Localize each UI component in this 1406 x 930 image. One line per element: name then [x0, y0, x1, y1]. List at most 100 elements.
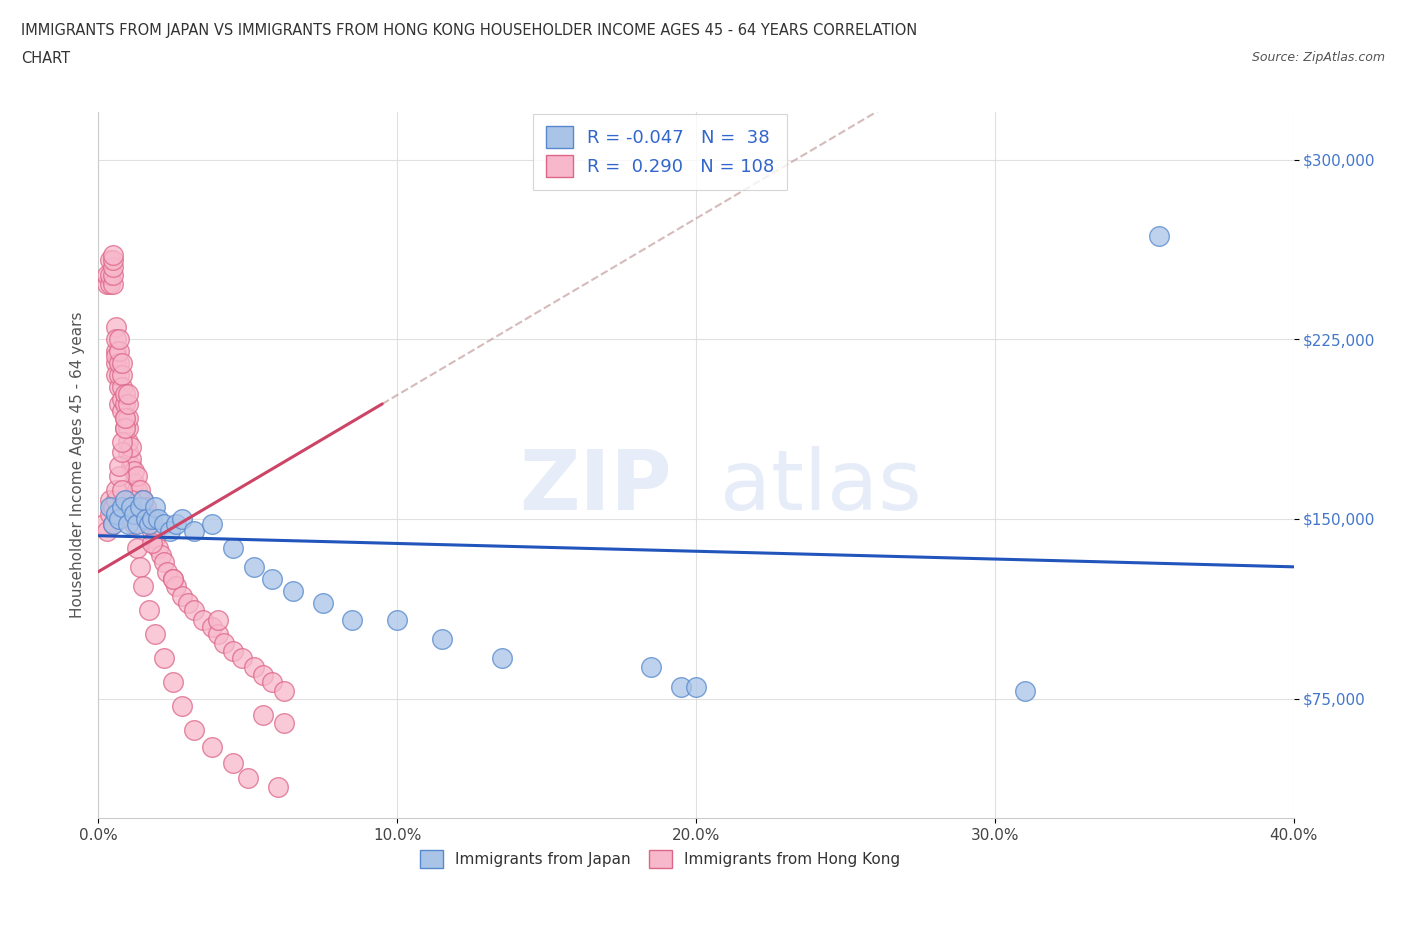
Point: [129, 492, 152, 507]
Text: Source: ZipAtlas.com: Source: ZipAtlas.com: [1251, 51, 1385, 64]
Point: [267, 780, 290, 795]
Point: [141, 536, 163, 551]
Point: [105, 483, 128, 498]
Point: [172, 588, 194, 603]
Point: [120, 440, 142, 455]
Point: [150, 548, 173, 563]
Point: [148, 512, 170, 526]
Point: [96, 524, 118, 538]
Point: [117, 516, 139, 531]
Point: [260, 674, 283, 689]
Point: [191, 612, 214, 627]
Point: [127, 540, 149, 555]
Point: [153, 650, 176, 665]
Point: [141, 512, 163, 526]
Point: [385, 612, 409, 627]
Point: [127, 516, 149, 531]
Point: [124, 475, 146, 490]
Point: [153, 516, 176, 531]
Point: [129, 499, 152, 514]
Point: [342, 612, 364, 627]
Point: [222, 644, 245, 658]
Point: [165, 578, 187, 593]
Text: ZIP: ZIP: [520, 445, 672, 526]
Point: [108, 379, 131, 394]
Point: [98, 507, 122, 522]
Point: [148, 540, 170, 555]
Text: atlas: atlas: [720, 445, 921, 526]
Point: [117, 411, 139, 426]
Point: [90, 835, 112, 850]
Point: [105, 367, 128, 382]
Point: [103, 267, 125, 282]
Point: [273, 684, 295, 698]
Point: [114, 411, 136, 426]
Point: [281, 583, 304, 598]
Point: [114, 396, 136, 411]
Point: [103, 516, 125, 531]
Point: [1014, 684, 1036, 698]
Point: [96, 267, 118, 282]
Point: [260, 571, 283, 586]
Point: [117, 420, 139, 435]
Point: [212, 636, 235, 651]
Point: [138, 516, 160, 531]
Point: [120, 458, 142, 473]
Point: [132, 578, 155, 593]
Point: [111, 445, 134, 459]
Point: [177, 595, 200, 610]
Point: [183, 603, 205, 618]
Text: CHART: CHART: [21, 51, 70, 66]
Point: [243, 559, 266, 574]
Point: [103, 276, 125, 291]
Point: [236, 770, 259, 785]
Point: [111, 483, 134, 498]
Point: [105, 356, 128, 371]
Point: [103, 253, 125, 268]
Point: [117, 396, 139, 411]
Point: [685, 679, 707, 694]
Point: [111, 392, 134, 406]
Point: [111, 356, 134, 371]
Point: [114, 420, 136, 435]
Point: [311, 595, 333, 610]
Point: [201, 619, 224, 634]
Point: [231, 650, 253, 665]
Point: [124, 507, 146, 522]
Point: [156, 565, 179, 579]
Point: [98, 499, 122, 514]
Text: IMMIGRANTS FROM JAPAN VS IMMIGRANTS FROM HONG KONG HOUSEHOLDER INCOME AGES 45 - : IMMIGRANTS FROM JAPAN VS IMMIGRANTS FROM…: [21, 23, 917, 38]
Point: [105, 349, 128, 364]
Point: [222, 756, 245, 771]
Point: [120, 492, 142, 507]
Point: [1147, 229, 1170, 244]
Point: [117, 435, 139, 450]
Point: [129, 483, 152, 498]
Point: [172, 512, 194, 526]
Point: [153, 554, 176, 569]
Point: [124, 516, 146, 531]
Point: [120, 452, 142, 467]
Point: [111, 379, 134, 394]
Point: [108, 512, 131, 526]
Point: [124, 507, 146, 522]
Point: [98, 253, 122, 268]
Point: [162, 571, 184, 586]
Point: [222, 540, 245, 555]
Point: [108, 344, 131, 359]
Point: [111, 499, 134, 514]
Point: [159, 524, 181, 538]
Point: [105, 344, 128, 359]
Point: [108, 367, 131, 382]
Point: [114, 411, 136, 426]
Point: [108, 396, 131, 411]
Point: [669, 679, 692, 694]
Legend: Immigrants from Japan, Immigrants from Hong Kong: Immigrants from Japan, Immigrants from H…: [413, 844, 907, 874]
Point: [162, 571, 184, 586]
Point: [114, 492, 136, 507]
Point: [143, 531, 166, 546]
Point: [108, 458, 131, 473]
Point: [105, 492, 128, 507]
Point: [108, 356, 131, 371]
Point: [98, 492, 122, 507]
